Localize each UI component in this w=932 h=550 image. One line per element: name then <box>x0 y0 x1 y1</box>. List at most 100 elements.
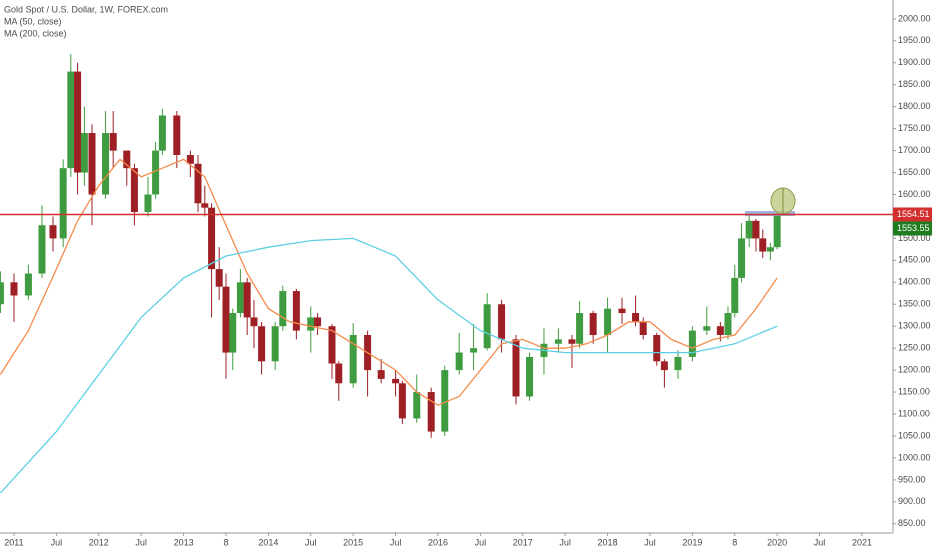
candle-body <box>243 282 251 318</box>
y-tick-label: 1100.00 <box>898 408 930 418</box>
candle-body <box>328 326 336 364</box>
y-tick-label: 1300.00 <box>898 321 931 331</box>
candle-body <box>215 269 223 287</box>
candle-body <box>74 71 82 173</box>
x-tick-label: 2013 <box>174 537 194 547</box>
candle-body <box>773 214 781 248</box>
candle-body <box>229 313 237 353</box>
candle-body <box>427 392 435 432</box>
candle-body <box>512 339 520 397</box>
last-price-box <box>893 221 932 236</box>
plot-area <box>0 54 781 494</box>
candle-body <box>759 238 767 252</box>
candle-body <box>80 133 88 173</box>
candle-body <box>413 392 421 419</box>
price-label-box <box>893 207 932 222</box>
candle-body <box>498 304 506 340</box>
y-tick-label: 900.00 <box>898 496 926 506</box>
chart-title: Gold Spot / U.S. Dollar, 1W, FOREX.com <box>4 4 168 14</box>
y-tick-label: 1450.00 <box>898 255 931 265</box>
candle-body <box>250 317 258 327</box>
y-tick-label: 1400.00 <box>898 277 931 287</box>
candle-body <box>0 282 4 305</box>
candle-body <box>222 286 230 353</box>
candle-body <box>186 154 194 164</box>
candle-body <box>67 71 75 169</box>
x-tick-label: Jul <box>51 537 63 547</box>
x-tick-label: 2011 <box>4 537 23 547</box>
candle-body <box>201 203 209 208</box>
candle-body <box>731 277 739 314</box>
candle-body <box>660 361 668 371</box>
y-tick-label: 1000.00 <box>898 452 931 462</box>
candle-body <box>377 370 385 379</box>
x-tick-label: 2017 <box>513 537 533 547</box>
candle-body <box>123 150 131 169</box>
candle-body <box>38 225 46 274</box>
highlight-bar <box>745 211 795 216</box>
x-tick-label: 2020 <box>767 537 787 547</box>
x-tick-label: 8 <box>223 537 228 547</box>
legend-entry: MA (50, close) <box>4 16 62 26</box>
y-tick-label: 1150.00 <box>898 386 930 396</box>
candle-body <box>335 363 343 384</box>
candle-body <box>568 339 576 344</box>
x-tick-label: 8 <box>732 537 737 547</box>
x-tick-label: Jul <box>475 537 487 547</box>
candle-body <box>470 348 478 353</box>
candle-body <box>455 352 463 371</box>
candle-body <box>618 308 626 314</box>
x-tick-label: 2016 <box>428 537 448 547</box>
candle-body <box>258 326 266 362</box>
candle-body <box>271 326 279 362</box>
x-tick-label: 2018 <box>598 537 618 547</box>
candle-body <box>109 133 117 151</box>
x-tick-label: 2021 <box>852 537 872 547</box>
candle-body <box>688 330 696 357</box>
y-tick-label: 850.00 <box>898 518 926 528</box>
candle-body <box>10 282 18 296</box>
y-tick-label: 1600.00 <box>898 189 931 199</box>
y-tick-label: 1950.00 <box>898 35 931 45</box>
y-tick-label: 1500.00 <box>898 233 931 243</box>
candle-body <box>88 133 96 195</box>
candle-body <box>632 313 640 322</box>
candle-body <box>674 356 682 371</box>
candle-body <box>766 247 774 252</box>
x-tick-label: Jul <box>644 537 656 547</box>
candle-body <box>724 313 732 335</box>
x-tick-label: 2014 <box>258 537 278 547</box>
candle-body <box>576 313 584 344</box>
candle-body <box>130 168 138 213</box>
y-tick-label: 1700.00 <box>898 145 931 155</box>
candle-body <box>102 133 110 195</box>
candle-body <box>589 313 597 335</box>
candle-body <box>526 356 534 397</box>
candle-body <box>752 220 760 239</box>
candle-body <box>49 225 57 239</box>
candle-body <box>398 383 406 419</box>
x-tick-label: Jul <box>814 537 826 547</box>
candle-body <box>716 326 724 335</box>
candle-body <box>653 334 661 362</box>
y-tick-label: 1850.00 <box>898 79 931 89</box>
x-tick-label: Jul <box>390 537 402 547</box>
candle-body <box>703 326 711 331</box>
y-tick-label: 950.00 <box>898 474 926 484</box>
legend-entry: MA (200, close) <box>4 28 67 38</box>
candle-body <box>604 308 612 335</box>
price-label: 1554.51 <box>897 209 930 219</box>
candle-body <box>314 317 322 327</box>
y-tick-label: 1200.00 <box>898 364 931 374</box>
y-tick-label: 1900.00 <box>898 57 931 67</box>
candle-body <box>59 168 67 239</box>
x-tick-label: Jul <box>305 537 317 547</box>
candle-body <box>639 321 647 335</box>
x-tick-label: Jul <box>135 537 147 547</box>
y-tick-label: 1250.00 <box>898 343 931 353</box>
y-tick-label: 1350.00 <box>898 299 931 309</box>
candle-body <box>554 339 562 344</box>
y-tick-label: 2000.00 <box>898 13 931 23</box>
